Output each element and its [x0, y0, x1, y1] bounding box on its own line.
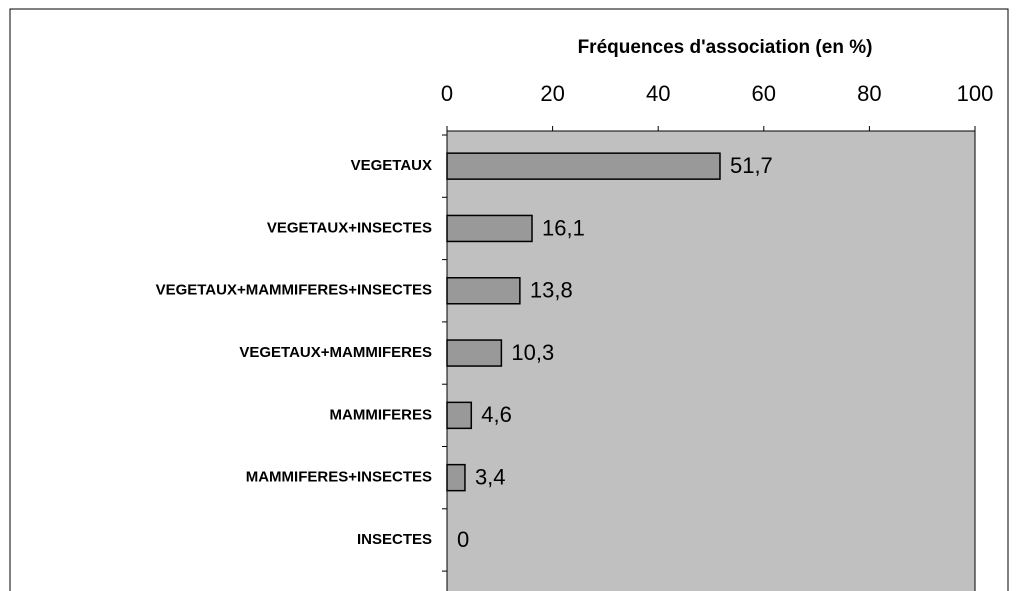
plot-area — [446, 130, 976, 591]
value-label: 10,3 — [511, 340, 554, 365]
bar — [446, 339, 503, 367]
x-tick-label: 0 — [441, 81, 453, 106]
value-label: 13,8 — [530, 278, 573, 303]
y-tick-label: INSECTES — [357, 531, 432, 548]
chart-title: Fréquences d'association (en %) — [578, 37, 873, 58]
x-tick-label: 20 — [540, 81, 564, 106]
value-label: 16,1 — [542, 215, 585, 240]
value-label: 4,6 — [481, 402, 512, 427]
y-tick-label: MAMMIFERES+INSECTES — [246, 469, 432, 486]
frame — [9, 8, 1009, 591]
bar — [446, 214, 533, 243]
bar — [446, 401, 473, 430]
y-tick-label: VEGETAUX+MAMMIFERES+INSECTES — [156, 282, 432, 299]
x-tick-label: 80 — [857, 81, 881, 106]
x-tick-label: 40 — [646, 81, 670, 106]
x-tick-label: 100 — [957, 81, 994, 106]
y-tick-label: VEGETAUX+INSECTES — [267, 219, 432, 236]
value-label: 51,7 — [730, 153, 773, 178]
bar — [446, 463, 466, 492]
y-tick-label: VEGETAUX — [351, 157, 432, 174]
y-tick-label: VEGETAUX+MAMMIFERES — [239, 344, 432, 361]
x-tick-label: 60 — [752, 81, 776, 106]
bar — [446, 152, 721, 180]
bar — [446, 277, 521, 305]
y-tick-label: MAMMIFERES — [330, 406, 433, 423]
value-label: 3,4 — [475, 464, 506, 489]
value-label: 0 — [457, 527, 469, 552]
